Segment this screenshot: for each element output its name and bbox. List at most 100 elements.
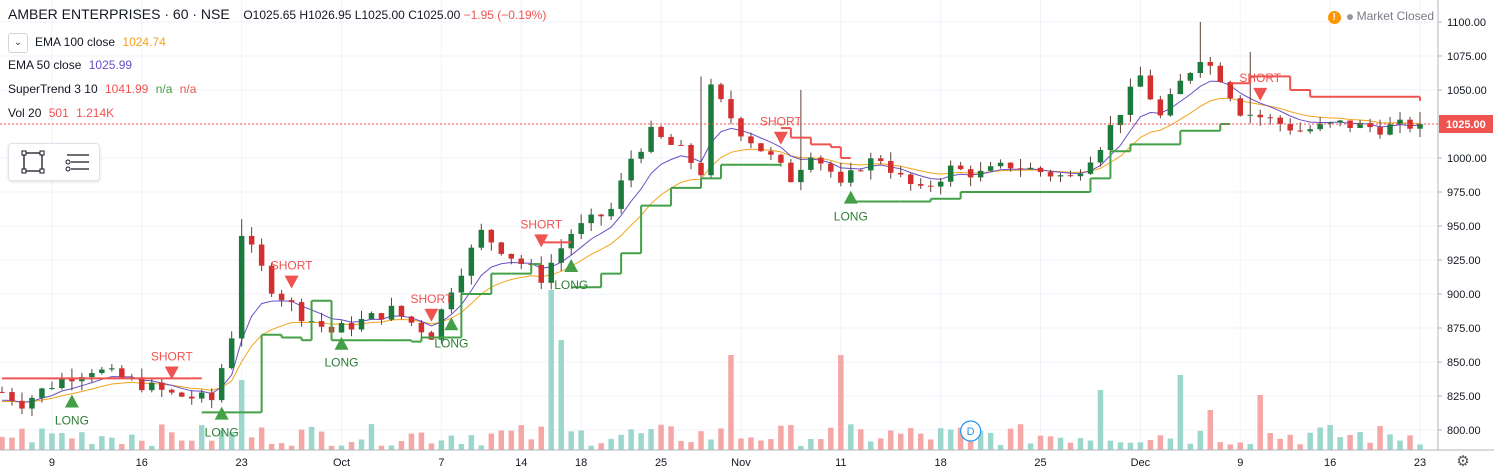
candle-body bbox=[149, 382, 155, 391]
volume-bar bbox=[288, 445, 295, 450]
time-tick-label: Dec bbox=[1131, 457, 1151, 469]
time-tick-label: 18 bbox=[575, 457, 587, 469]
price-tick-label: 1100.00 bbox=[1447, 17, 1486, 29]
volume-bar bbox=[1267, 433, 1273, 450]
candle-body bbox=[708, 84, 714, 176]
close-value: C1025.00 bbox=[408, 8, 461, 22]
volume-bar bbox=[218, 430, 225, 450]
candle-body bbox=[558, 248, 564, 263]
candle-body bbox=[658, 126, 664, 138]
symbol-title[interactable]: AMBER ENTERPRISES · 60 · NSE bbox=[8, 6, 230, 22]
market-status[interactable]: ! Market Closed bbox=[1327, 9, 1434, 24]
candle-body bbox=[818, 157, 824, 164]
volume-bar bbox=[1207, 410, 1214, 450]
volume-bar bbox=[358, 439, 365, 450]
price-tick-label: 800.00 bbox=[1447, 425, 1481, 437]
time-axis[interactable]: 9 16 23 Oct 7 14 18 25 Nov 11 18 25 Dec 9 16 23 bbox=[0, 449, 1494, 474]
last-price-label: 1025.00 bbox=[1446, 119, 1486, 131]
candle-body bbox=[1297, 130, 1303, 132]
chevron-down-icon[interactable]: ⌄ bbox=[8, 33, 28, 53]
candle-body bbox=[9, 392, 15, 401]
volume-bar bbox=[39, 428, 45, 450]
volume-bar bbox=[1237, 442, 1243, 450]
volume-bar bbox=[1007, 428, 1014, 450]
candle-body bbox=[198, 392, 205, 399]
candle-body bbox=[498, 242, 505, 254]
candle-body bbox=[977, 170, 984, 178]
volume-bar bbox=[498, 430, 505, 450]
volume-bar bbox=[1127, 442, 1134, 450]
volume-bar bbox=[338, 445, 345, 450]
volume-bar bbox=[1397, 440, 1403, 450]
candle-body bbox=[1327, 122, 1333, 124]
legend-ema100[interactable]: EMA 100 close 1024.74 bbox=[35, 35, 166, 49]
candle-body bbox=[967, 169, 974, 178]
candle-body bbox=[458, 275, 465, 293]
volume-bar bbox=[1037, 435, 1044, 450]
volume-bar bbox=[768, 439, 774, 450]
lines-menu-icon[interactable] bbox=[59, 148, 95, 176]
candle-body bbox=[179, 392, 185, 397]
volume-bar bbox=[368, 424, 375, 450]
warning-icon[interactable]: ! bbox=[1327, 11, 1341, 24]
long-label: LONG bbox=[834, 210, 868, 224]
candle-body bbox=[488, 229, 495, 243]
volume-bar bbox=[79, 432, 85, 450]
short-label: SHORT bbox=[151, 350, 193, 364]
volume-bar bbox=[228, 432, 235, 450]
volume-bar bbox=[1387, 434, 1393, 450]
candle-body bbox=[728, 99, 734, 119]
volume-bar bbox=[109, 437, 115, 450]
price-axis[interactable]: 1100.00 1075.00 1050.00 1025.00 1000.00 975.0… bbox=[1437, 0, 1494, 450]
candle-body bbox=[848, 170, 854, 183]
drawing-toolbar bbox=[8, 143, 100, 181]
volume-bar bbox=[208, 440, 215, 450]
candle-body bbox=[1137, 75, 1144, 87]
volume-bar bbox=[1277, 438, 1283, 450]
candle-body bbox=[288, 300, 295, 303]
last-price-badge bbox=[1439, 115, 1493, 133]
candle-body bbox=[1157, 99, 1164, 116]
volume-bar bbox=[1357, 432, 1363, 450]
volume-bar bbox=[957, 427, 964, 450]
volume-bar bbox=[179, 440, 185, 450]
time-tick-label: Nov bbox=[731, 457, 751, 469]
candle-body bbox=[698, 162, 704, 176]
candle-body bbox=[588, 214, 594, 224]
price-tick-label: 850.00 bbox=[1447, 357, 1481, 369]
candle-body bbox=[578, 223, 584, 234]
volume-bar bbox=[188, 440, 195, 450]
gear-icon[interactable]: ⚙ bbox=[1456, 453, 1470, 470]
short-arrow bbox=[164, 366, 179, 380]
volume-bar bbox=[1307, 432, 1313, 450]
volume-bar bbox=[29, 442, 35, 450]
candle-body bbox=[858, 170, 864, 172]
volume-bar bbox=[328, 445, 335, 450]
candle-body bbox=[1277, 117, 1283, 125]
volume-bar bbox=[1297, 444, 1303, 450]
candle-body bbox=[169, 389, 175, 393]
legend-ema50[interactable]: EMA 50 close 1025.99 bbox=[8, 58, 132, 72]
short-label: SHORT bbox=[760, 115, 802, 129]
volume-value-1: 501 bbox=[48, 106, 69, 120]
volume-bar bbox=[1167, 438, 1174, 450]
volume-bar bbox=[1017, 424, 1024, 450]
volume-bar bbox=[69, 438, 75, 450]
legend-supertrend[interactable]: SuperTrend 3 10 1041.99 n/a n/a bbox=[8, 82, 196, 96]
candle-body bbox=[348, 323, 355, 330]
price-tick-label: 1075.00 bbox=[1447, 51, 1487, 63]
volume-bar bbox=[858, 429, 864, 450]
volume-bar bbox=[718, 428, 724, 450]
long-label: LONG bbox=[205, 426, 239, 440]
candle-body bbox=[378, 313, 385, 320]
candle-body bbox=[1347, 120, 1353, 128]
candle-body bbox=[238, 235, 245, 339]
candle-body bbox=[838, 171, 844, 183]
candle-body bbox=[598, 214, 604, 217]
dividend-marker-icon[interactable]: D bbox=[960, 420, 982, 442]
rectangle-tool-icon[interactable] bbox=[15, 148, 51, 176]
legend-volume[interactable]: Vol 20 501 1.214K bbox=[8, 106, 114, 120]
volume-bar bbox=[878, 438, 884, 450]
candle-body bbox=[1017, 168, 1024, 170]
